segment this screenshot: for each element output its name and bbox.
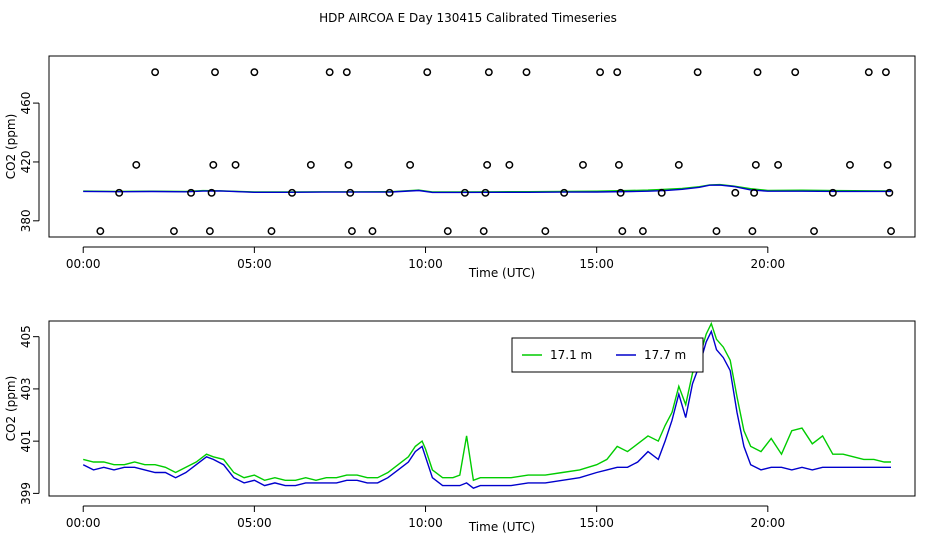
calibration-point — [481, 188, 490, 197]
x-tick-label: 10:00 — [408, 257, 443, 271]
calibration-point — [231, 160, 240, 169]
calibration-point — [151, 68, 160, 77]
calibration-point — [774, 160, 783, 169]
y-tick-label: 403 — [19, 377, 33, 400]
calibration-point — [885, 188, 894, 197]
calibration-point — [460, 188, 469, 197]
series-line-0 — [83, 321, 891, 482]
calibration-point — [638, 227, 647, 236]
y-tick-label: 460 — [19, 92, 33, 115]
calibration-point — [846, 160, 854, 169]
x-tick-label: 20:00 — [751, 516, 786, 530]
y-axis-label: CO2 (ppm) — [4, 376, 18, 442]
calibration-point — [479, 227, 488, 236]
calibration-point — [443, 227, 452, 236]
calibration-point — [187, 188, 196, 197]
x-axis-label: Time (UTC) — [468, 520, 535, 534]
calibration-point — [505, 160, 514, 169]
calibration-point — [267, 227, 276, 236]
plot-frame — [48, 320, 916, 497]
calibration-point — [132, 160, 141, 169]
y-tick-label: 405 — [19, 325, 33, 348]
calibration-point — [423, 68, 432, 77]
calibration-point — [887, 227, 895, 236]
x-tick-label: 05:00 — [237, 257, 272, 271]
calibration-point — [712, 227, 721, 236]
calibration-point — [522, 68, 531, 77]
legend-label-1: 17.7 m — [644, 348, 686, 362]
calibration-point — [115, 188, 124, 197]
calibration-point — [211, 68, 219, 77]
calibration-point — [751, 160, 760, 169]
chart-title: HDP AIRCOA E Day 130415 Calibrated Times… — [319, 11, 617, 25]
calibration-point — [207, 188, 216, 197]
y-tick-label: 380 — [19, 209, 33, 232]
top-panel: 00:00 05:00 10:00 15:00 20:00 Time (UTC) 380 42… — [4, 55, 916, 280]
calibration-point — [613, 68, 622, 77]
calibration-point — [205, 227, 214, 236]
calibration-point — [385, 188, 394, 197]
calibration-point — [306, 160, 315, 169]
calibration-point — [96, 227, 105, 236]
calibration-point — [288, 188, 296, 197]
legend: 17.1 m 17.7 m — [511, 337, 704, 373]
calibration-point — [484, 68, 493, 77]
calibration-point — [483, 160, 492, 169]
calibration-point — [406, 160, 415, 169]
calibration-point — [748, 227, 757, 236]
calibration-point — [541, 227, 550, 236]
x-tick-label: 00:00 — [66, 516, 101, 530]
calibration-point — [828, 188, 837, 197]
series-line-1 — [83, 184, 891, 194]
calibration-point — [347, 227, 356, 236]
calibration-point — [731, 188, 740, 197]
bottom-panel: 00:00 05:00 10:00 15:00 20:00 Time (UTC) 399 40… — [4, 320, 916, 534]
y-axis-label: CO2 (ppm) — [4, 114, 18, 180]
x-tick-label: 20:00 — [751, 257, 786, 271]
calibration-point — [346, 188, 355, 197]
calibration-point — [616, 188, 625, 197]
calibration-point — [169, 227, 178, 236]
calibration-point — [209, 160, 218, 169]
x-tick-label: 10:00 — [408, 516, 443, 530]
calibration-point — [596, 68, 605, 77]
x-tick-label: 00:00 — [66, 257, 101, 271]
y-tick-label: 401 — [19, 430, 33, 453]
x-tick-label: 05:00 — [237, 516, 272, 530]
x-tick-label: 15:00 — [579, 516, 614, 530]
calibration-point — [810, 227, 818, 236]
calibration-point — [753, 68, 762, 77]
calibration-point — [750, 188, 759, 197]
calibration-point — [693, 68, 702, 77]
calibration-point — [881, 68, 890, 77]
calibration-point — [344, 160, 353, 169]
series-line-1 — [82, 329, 891, 489]
calibration-point — [614, 160, 623, 169]
calibration-point — [674, 160, 683, 169]
calibration-point — [250, 68, 259, 77]
calibration-point — [368, 227, 377, 236]
x-tick-label: 15:00 — [579, 257, 614, 271]
calibration-point — [864, 68, 873, 77]
calibration-point — [325, 68, 334, 77]
calibration-point — [618, 227, 627, 236]
y-tick-label: 420 — [19, 150, 33, 173]
plot-frame — [48, 55, 916, 238]
calibration-point — [560, 188, 569, 197]
legend-label-0: 17.1 m — [550, 348, 592, 362]
calibration-point — [883, 160, 892, 169]
calibration-point — [791, 68, 800, 77]
x-axis-label: Time (UTC) — [468, 266, 535, 280]
legend-box — [511, 337, 704, 373]
calibration-point — [657, 188, 666, 197]
y-tick-label: 399 — [19, 482, 33, 505]
calibration-point — [579, 160, 587, 169]
calibration-point — [342, 68, 351, 77]
